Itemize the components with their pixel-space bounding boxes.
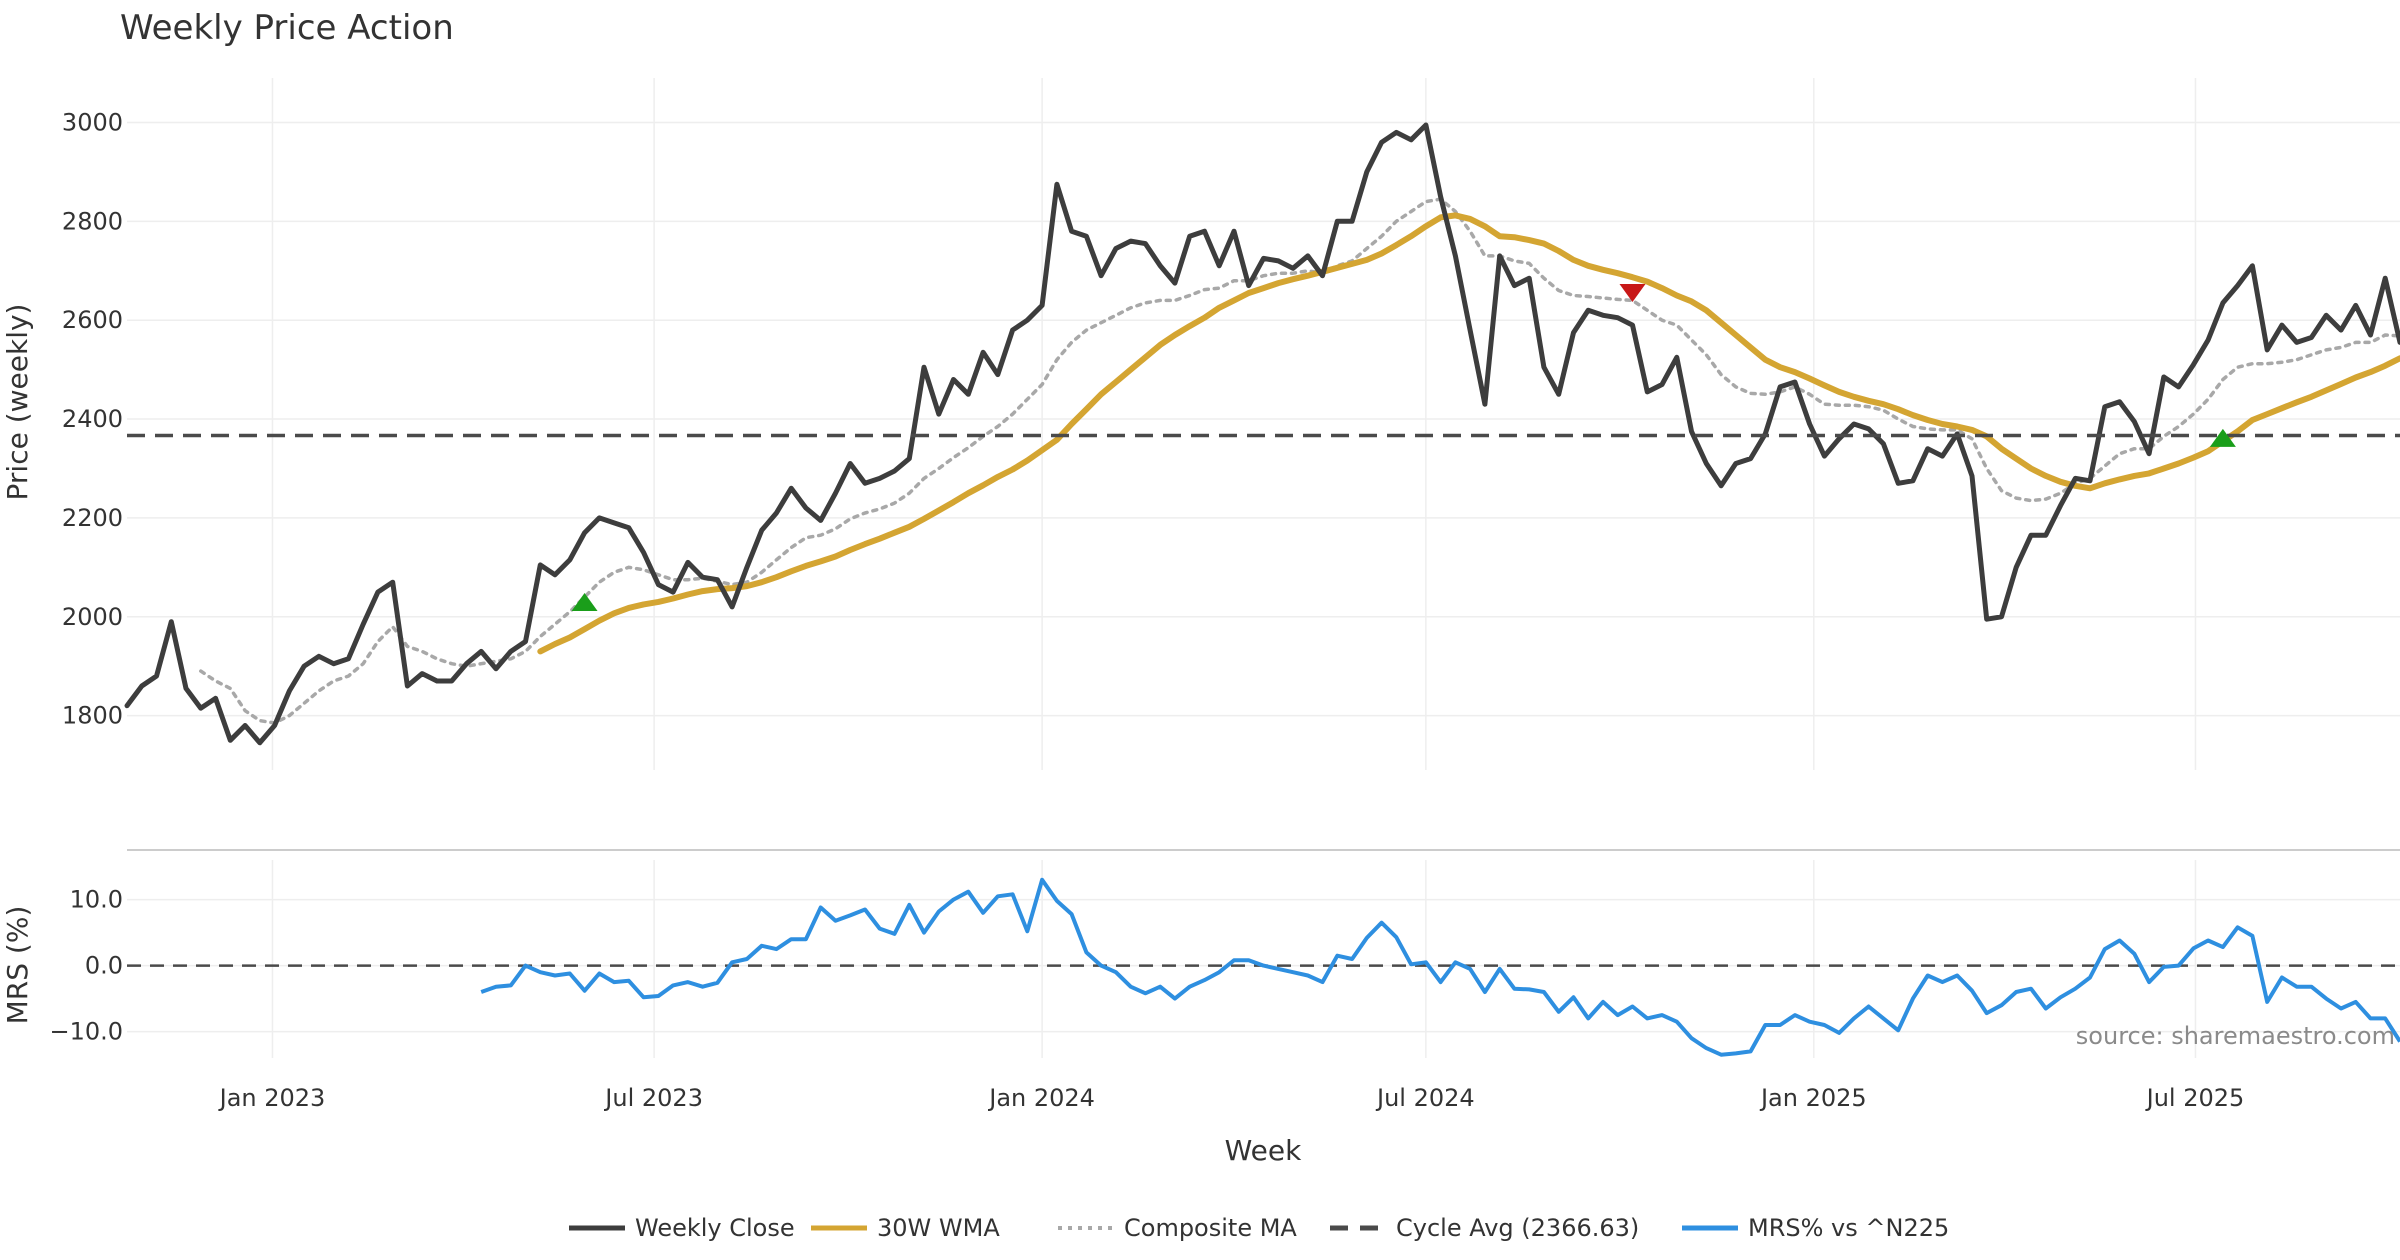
mrs-series [127,877,2400,1057]
chart-title: Weekly Price Action [120,8,454,48]
signals [571,284,2236,611]
mrs-y-tick-label: 10.0 [70,886,123,914]
price-y-tick-label: 3000 [62,108,123,136]
x-tick-label: Jul 2023 [603,1084,703,1112]
x-grid [271,78,2197,1058]
mrs-y-ticks: −10.0 0.0 10.0 [49,886,123,1046]
legend-entry-label: 30W WMA [877,1214,1000,1242]
legend-entry-label: Composite MA [1124,1214,1297,1242]
legend-entry-label: Weekly Close [635,1214,795,1242]
price-y-tick-label: 2600 [62,306,123,334]
buy-signal-marker [571,592,598,611]
x-tick-label: Jan 2024 [987,1084,1095,1112]
mrs-y-axis-label: MRS (%) [1,906,34,1025]
x-tick-label: Jan 2023 [218,1084,326,1112]
legend: Weekly Close 30W WMA Composite MA Cycle Avg… [569,1214,1949,1242]
composite-ma-line [199,197,2400,725]
sell-signal-marker [1619,284,1646,303]
price-y-tick-label: 2800 [62,207,123,235]
30w-wma-line [537,212,2400,655]
price-y-tick-label: 1800 [62,702,123,730]
source-note: source: sharemaestro.com [2076,1022,2395,1050]
x-axis-label: Week [1225,1134,1302,1167]
x-tick-label: Jul 2025 [2145,1084,2245,1112]
x-tick-label: Jul 2024 [1375,1084,1475,1112]
buy-signal-marker [2209,428,2236,447]
mrs-y-tick-label: −10.0 [49,1018,123,1046]
price-y-axis-label: Price (weekly) [1,304,34,501]
mrs-line [480,877,2400,1057]
price-y-tick-label: 2200 [62,504,123,532]
mrs-y-tick-label: 0.0 [85,952,123,980]
price-series [124,122,2400,746]
price-y-tick-label: 2000 [62,603,123,631]
x-tick-label: Jan 2025 [1759,1084,1867,1112]
legend-entry-label: Cycle Avg (2366.63) [1396,1214,1639,1242]
price-y-tick-label: 2400 [62,405,123,433]
weekly-close-line [124,122,2400,746]
legend-entry-label: MRS% vs ^N225 [1748,1214,1949,1242]
price-y-ticks: 1800 2000 2200 2400 2600 2800 3000 [62,108,123,729]
x-ticks: Jan 2023 Jul 2023 Jan 2024 Jul 2024 Jan 2025… [218,1084,2245,1112]
